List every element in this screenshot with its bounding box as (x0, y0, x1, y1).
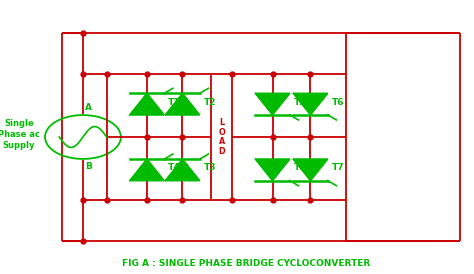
Polygon shape (165, 159, 200, 181)
Text: T6: T6 (332, 98, 344, 107)
Polygon shape (293, 93, 328, 115)
Text: A: A (85, 102, 92, 112)
Text: T1: T1 (168, 98, 181, 107)
Text: T2: T2 (204, 98, 216, 107)
Polygon shape (165, 93, 200, 115)
Polygon shape (130, 159, 164, 181)
Text: T5: T5 (294, 98, 306, 107)
Polygon shape (130, 93, 164, 115)
Polygon shape (293, 159, 328, 181)
Text: T4: T4 (168, 163, 181, 172)
Text: FIG A : SINGLE PHASE BRIDGE CYCLOCONVERTER: FIG A : SINGLE PHASE BRIDGE CYCLOCONVERT… (122, 259, 371, 267)
Text: Single
Phase ac
Supply: Single Phase ac Supply (0, 119, 40, 150)
Polygon shape (255, 93, 290, 115)
Text: T8: T8 (294, 163, 306, 172)
Text: L
O
A
D: L O A D (218, 118, 225, 156)
Text: B: B (85, 162, 92, 172)
Text: T3: T3 (204, 163, 216, 172)
Polygon shape (255, 159, 290, 181)
Text: T7: T7 (332, 163, 345, 172)
Bar (211, 74, 232, 200)
